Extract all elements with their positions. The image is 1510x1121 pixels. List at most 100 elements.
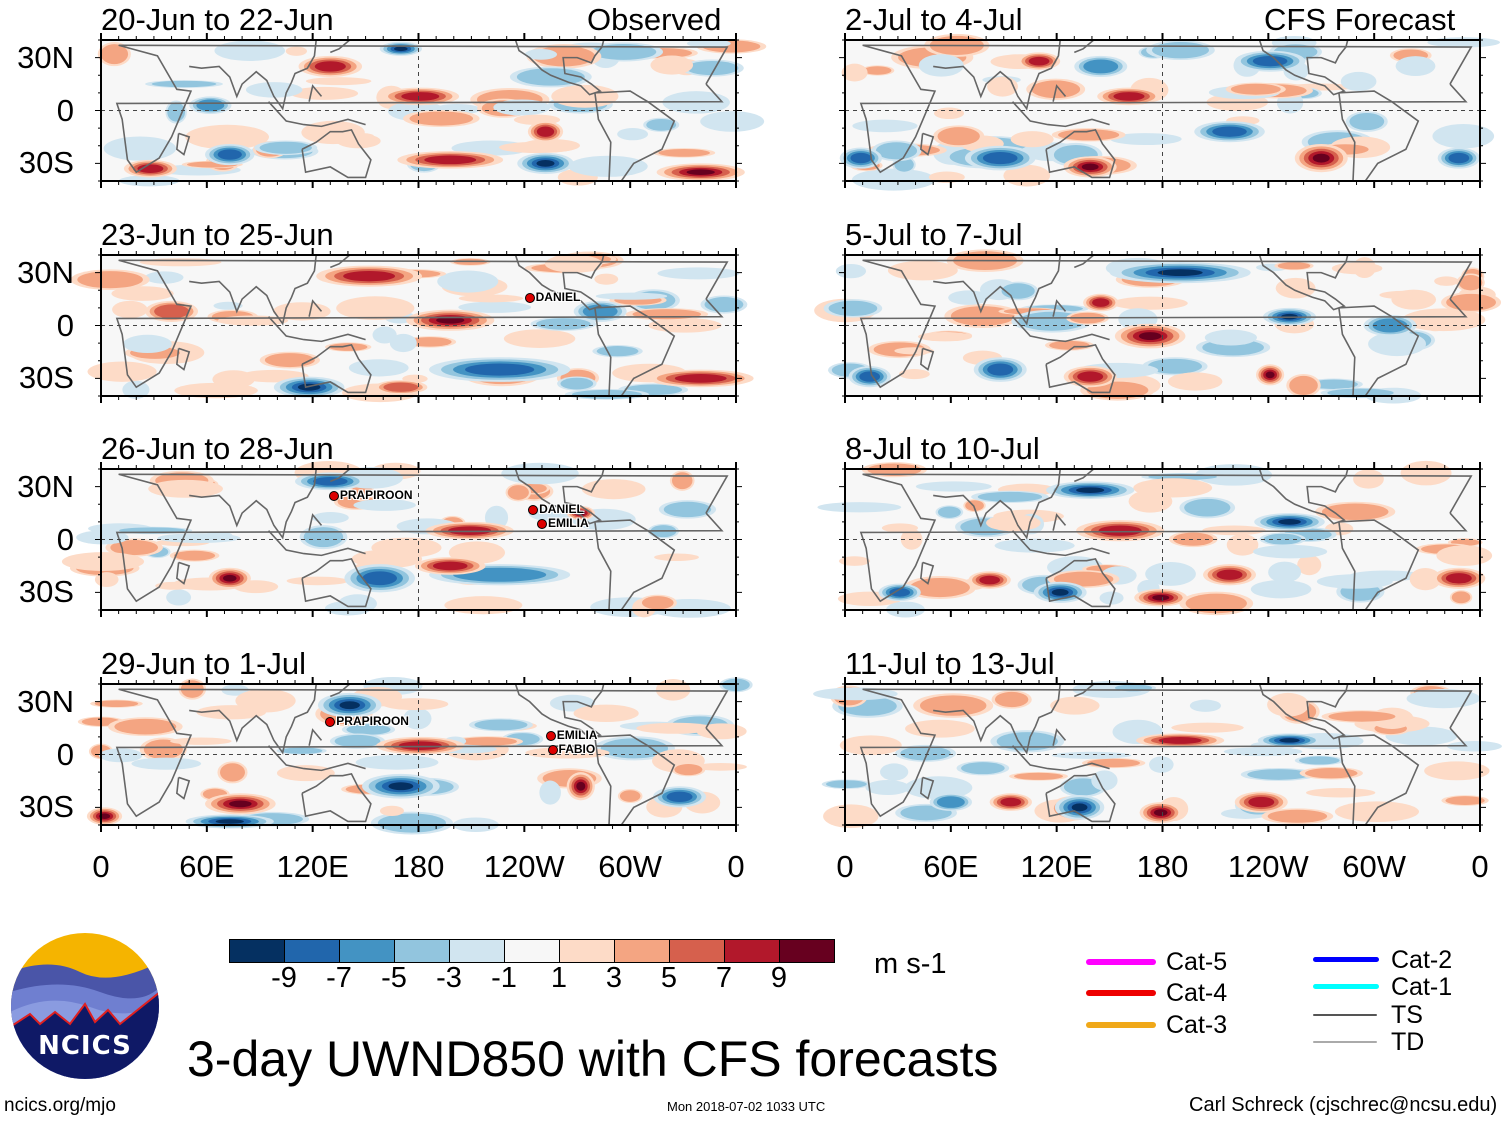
wind-anomaly-contour xyxy=(205,143,255,166)
wind-anomaly-contour xyxy=(1297,554,1322,576)
panel-title: 26-Jun to 28-Jun xyxy=(101,431,334,466)
wind-anomaly-contour xyxy=(1254,513,1325,531)
wind-anomaly-contour xyxy=(286,576,349,586)
legend-line-swatch xyxy=(1086,959,1156,965)
coastline xyxy=(859,44,1473,174)
wind-anomaly-contour xyxy=(103,136,177,161)
wind-anomaly-contour xyxy=(1202,525,1266,536)
wind-anomaly-contour xyxy=(880,763,909,781)
x-tick-label: 0 xyxy=(1471,849,1489,884)
storm-marker-icon xyxy=(545,730,556,741)
coastline xyxy=(189,468,317,540)
coastline xyxy=(308,513,323,531)
x-tick-label: 60W xyxy=(598,849,663,884)
x-tick-label: 180 xyxy=(1136,849,1189,884)
coastline xyxy=(1338,519,1420,611)
storm-track-label: EMILIA xyxy=(536,517,589,530)
wind-anomaly-contour xyxy=(524,49,558,60)
wind-anomaly-contour xyxy=(131,757,202,770)
coastline xyxy=(1011,316,1110,343)
x-tick-label: 180 xyxy=(392,849,445,884)
footer-url[interactable]: ncics.org/mjo xyxy=(4,1095,116,1116)
coastline xyxy=(267,101,366,128)
footer-author: Carl Schreck (cjschrec@ncsu.edu) xyxy=(1189,1094,1498,1116)
wind-anomaly-contour xyxy=(986,514,1041,532)
coastline xyxy=(308,84,323,102)
map-panel xyxy=(813,677,1502,832)
wind-anomaly-contour xyxy=(169,549,220,562)
wind-anomaly-contour xyxy=(669,470,695,491)
x-tick-label: 120W xyxy=(1227,849,1309,884)
x-tick-label: 60E xyxy=(179,849,235,884)
wind-anomaly-contour xyxy=(414,557,486,575)
wind-anomaly-contour xyxy=(1189,699,1222,712)
colorbar-label: -5 xyxy=(381,962,407,994)
y-tick-label: 0 xyxy=(56,92,74,128)
wind-anomaly-contour xyxy=(823,299,883,318)
wind-anomaly-contour xyxy=(389,333,417,353)
wind-anomaly-contour xyxy=(1111,296,1188,310)
wind-anomaly-contour xyxy=(1441,292,1502,313)
coastline xyxy=(1052,513,1067,531)
wind-anomaly-contour xyxy=(185,124,270,150)
wind-anomaly-contour xyxy=(680,59,744,77)
wind-anomaly-contour xyxy=(525,747,610,759)
wind-anomaly-contour xyxy=(1294,143,1348,173)
wind-anomaly-contour xyxy=(1424,761,1490,781)
wind-anomaly-contour xyxy=(123,159,177,178)
legend-line-swatch xyxy=(1313,1041,1377,1043)
wind-anomaly-contour xyxy=(638,594,677,611)
colorbar-label: -9 xyxy=(271,962,297,994)
coastline xyxy=(189,254,317,326)
coastline xyxy=(1045,343,1116,394)
wind-anomaly-contour xyxy=(376,736,465,755)
colorbar-label: 1 xyxy=(550,962,568,994)
wind-anomaly-contour xyxy=(98,748,143,763)
storm-name: PRAPIROON xyxy=(339,488,413,503)
wind-anomaly-contour xyxy=(344,564,415,593)
wind-anomaly-contour xyxy=(694,762,747,771)
wind-anomaly-contour xyxy=(245,82,303,98)
wind-anomaly-contour xyxy=(505,483,532,502)
wind-anomaly-contour xyxy=(1427,37,1501,48)
x-tick-label: 0 xyxy=(727,849,745,884)
wind-anomaly-contour xyxy=(1400,460,1452,486)
wind-anomaly-contour xyxy=(1203,564,1256,586)
logo-text: NCICS xyxy=(38,1031,132,1061)
wind-anomaly-contour xyxy=(1268,561,1302,583)
coastline xyxy=(176,132,191,156)
wind-anomaly-contour xyxy=(823,804,879,829)
wind-anomaly-contour xyxy=(1345,111,1388,132)
wind-anomaly-contour xyxy=(1436,545,1493,566)
wind-anomaly-contour xyxy=(70,269,150,290)
wind-anomaly-contour xyxy=(276,765,335,782)
footer-timestamp: Mon 2018-07-02 1033 UTC xyxy=(667,1099,826,1114)
wind-anomaly-contour xyxy=(1449,590,1473,605)
legend-label: Cat-4 xyxy=(1166,979,1228,1007)
wind-anomaly-contour xyxy=(1274,261,1314,271)
wind-anomaly-contour xyxy=(290,86,359,100)
wind-anomaly-contour xyxy=(139,258,222,267)
legend-line-swatch xyxy=(1313,984,1379,989)
wind-anomaly-contour xyxy=(968,571,1011,589)
wind-anomaly-contour xyxy=(1353,469,1384,489)
wind-anomaly-contour xyxy=(964,145,1036,171)
wind-anomaly-contour xyxy=(444,596,523,615)
coastline xyxy=(1011,745,1110,772)
x-tick-label: 120E xyxy=(1020,849,1093,884)
coastline xyxy=(1258,683,1349,740)
wind-anomaly-contour xyxy=(839,735,902,756)
wind-anomaly-contour xyxy=(1259,532,1306,546)
wind-anomaly-contour xyxy=(1142,357,1208,376)
x-tick-label: 120E xyxy=(276,849,349,884)
wind-anomaly-contour xyxy=(148,479,223,498)
wind-anomaly-contour xyxy=(1299,766,1363,780)
wind-anomaly-contour xyxy=(841,63,868,82)
x-tick-label: 60W xyxy=(1342,849,1407,884)
wind-anomaly-contour xyxy=(918,332,973,342)
wind-anomaly-contour xyxy=(1168,531,1218,548)
wind-anomaly-contour xyxy=(372,326,397,344)
wind-anomaly-contour xyxy=(1379,290,1430,300)
wind-anomaly-contour xyxy=(898,369,930,380)
colorbar-swatch xyxy=(725,940,780,962)
